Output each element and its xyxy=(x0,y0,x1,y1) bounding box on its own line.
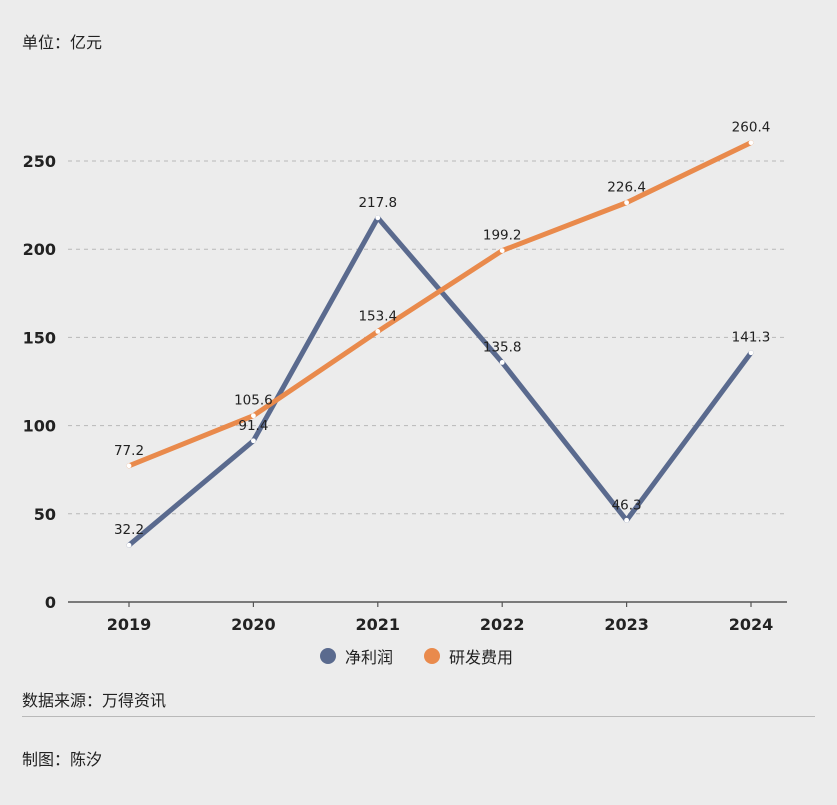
x-tick-label-2019: 2019 xyxy=(107,615,152,634)
x-tick-label-2020: 2020 xyxy=(231,615,276,634)
series-0-point-2020 xyxy=(251,438,256,444)
x-tick-label-2021: 2021 xyxy=(356,615,401,634)
y-tick-label-0: 0 xyxy=(45,593,56,612)
y-tick-label-200: 200 xyxy=(23,240,56,259)
series-0-data-label-2023: 46.3 xyxy=(612,497,642,513)
series-0-data-label-2021: 217.8 xyxy=(358,195,397,211)
y-tick-label-100: 100 xyxy=(23,417,56,436)
series-1-point-2020 xyxy=(251,413,256,419)
x-tick-label-2023: 2023 xyxy=(604,615,649,634)
series-0-point-2023 xyxy=(624,517,629,523)
x-tick-label-2022: 2022 xyxy=(480,615,525,634)
y-tick-label-250: 250 xyxy=(23,152,56,171)
y-tick-label-150: 150 xyxy=(23,328,56,347)
series-0-point-2019 xyxy=(126,542,132,548)
legend-label-rd-expense: 研发费用 xyxy=(449,648,514,667)
series-0-point-2024 xyxy=(748,350,754,356)
series-1-data-label-2024: 260.4 xyxy=(732,120,771,136)
x-tick-label-2024: 2024 xyxy=(729,615,774,634)
series-0-point-2022 xyxy=(499,360,505,365)
legend-marker-net-profit xyxy=(320,648,336,664)
chart-credit: 制图：陈汐 xyxy=(22,750,103,769)
series-1-point-2022 xyxy=(499,248,505,254)
series-1-data-label-2021: 153.4 xyxy=(358,308,397,324)
series-1-point-2024 xyxy=(748,140,754,146)
unit-label: 单位：亿元 xyxy=(22,33,103,52)
legend-item-rd-expense[interactable]: 研发费用 xyxy=(424,644,513,668)
series-1-data-label-2023: 226.4 xyxy=(607,180,646,196)
y-tick-label-50: 50 xyxy=(34,505,56,524)
data-source-note: 数据来源：万得资讯 xyxy=(22,691,167,710)
series-1-line xyxy=(126,140,754,469)
series-1-data-label-2019: 77.2 xyxy=(114,443,144,459)
series-0-point-2021 xyxy=(375,215,381,221)
series-1-data-label-2020: 105.6 xyxy=(234,393,273,409)
series-1-point-2023 xyxy=(624,200,629,206)
series-1-point-2021 xyxy=(375,329,381,334)
series-0-data-label-2024: 141.3 xyxy=(732,330,771,346)
legend-label-net-profit: 净利润 xyxy=(345,648,394,667)
series-1-data-label-2022: 199.2 xyxy=(483,228,522,244)
divider xyxy=(22,716,815,717)
line-chart: 0 50 100 150 200 250 2019 2020 2021 2022 2023 2024 3… xyxy=(23,120,787,634)
series-0-data-label-2022: 135.8 xyxy=(483,339,522,355)
series-0-data-label-2019: 32.2 xyxy=(114,522,144,538)
series-0-line xyxy=(126,215,754,548)
legend-item-net-profit[interactable]: 净利润 xyxy=(320,644,393,668)
legend-marker-rd-expense xyxy=(424,648,440,664)
series-0-data-label-2020: 91.4 xyxy=(238,418,268,434)
series-1-point-2019 xyxy=(126,463,132,469)
